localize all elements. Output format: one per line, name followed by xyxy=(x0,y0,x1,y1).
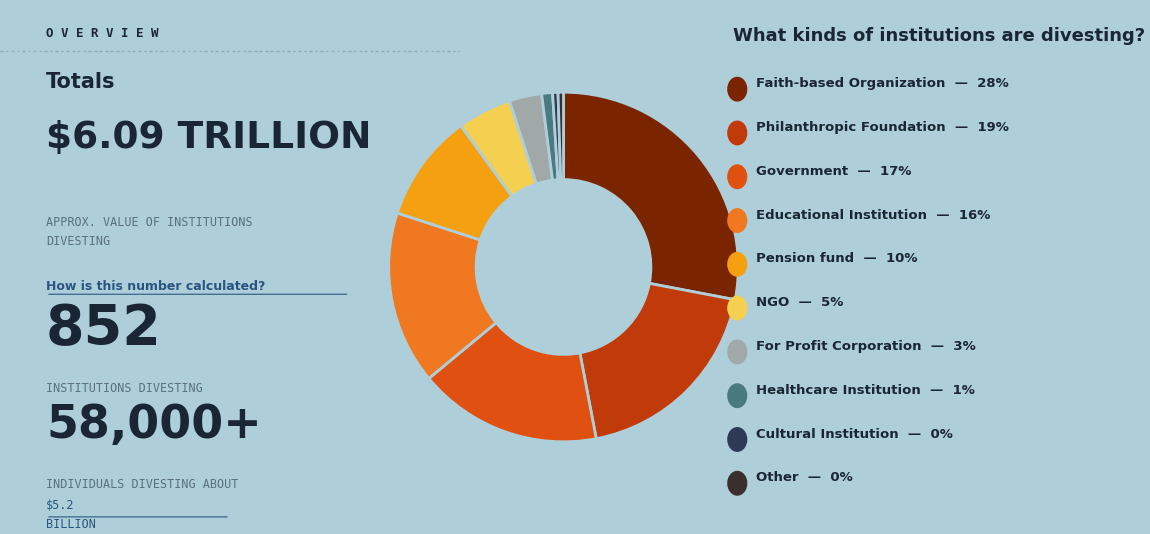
Text: Educational Institution  —  16%: Educational Institution — 16% xyxy=(757,209,991,222)
Wedge shape xyxy=(429,323,596,442)
Text: $5.2
BILLION: $5.2 BILLION xyxy=(46,499,95,531)
Circle shape xyxy=(728,428,746,451)
Wedge shape xyxy=(509,93,552,184)
Circle shape xyxy=(728,209,746,232)
Wedge shape xyxy=(580,284,735,439)
Circle shape xyxy=(728,165,746,189)
Text: 852: 852 xyxy=(46,302,162,356)
Text: Healthcare Institution  —  1%: Healthcare Institution — 1% xyxy=(757,384,975,397)
Text: For Profit Corporation  —  3%: For Profit Corporation — 3% xyxy=(757,340,976,353)
Text: Totals: Totals xyxy=(46,72,115,92)
Text: 58,000+: 58,000+ xyxy=(46,403,262,448)
Circle shape xyxy=(728,253,746,276)
Text: Pension fund  —  10%: Pension fund — 10% xyxy=(757,253,918,265)
Circle shape xyxy=(728,340,746,364)
Circle shape xyxy=(728,472,746,495)
Wedge shape xyxy=(389,213,496,379)
Text: O V E R V I E W: O V E R V I E W xyxy=(46,27,159,40)
Text: What kinds of institutions are divesting?: What kinds of institutions are divesting… xyxy=(733,27,1145,45)
Circle shape xyxy=(728,77,746,101)
Text: Faith-based Organization  —  28%: Faith-based Organization — 28% xyxy=(757,77,1010,90)
Text: INDIVIDUALS DIVESTING ABOUT: INDIVIDUALS DIVESTING ABOUT xyxy=(46,478,245,491)
Wedge shape xyxy=(552,92,561,180)
Circle shape xyxy=(728,384,746,407)
Text: Philanthropic Foundation  —  19%: Philanthropic Foundation — 19% xyxy=(757,121,1010,134)
Circle shape xyxy=(728,121,746,145)
Text: Government  —  17%: Government — 17% xyxy=(757,165,912,178)
Wedge shape xyxy=(542,92,558,180)
Wedge shape xyxy=(397,125,512,240)
Text: Cultural Institution  —  0%: Cultural Institution — 0% xyxy=(757,428,953,441)
Wedge shape xyxy=(558,92,564,179)
Wedge shape xyxy=(564,92,738,300)
Text: INSTITUTIONS DIVESTING: INSTITUTIONS DIVESTING xyxy=(46,382,202,395)
Text: How is this number calculated?: How is this number calculated? xyxy=(46,280,266,293)
Circle shape xyxy=(728,296,746,320)
Text: Other  —  0%: Other — 0% xyxy=(757,472,853,484)
Text: $6.09 TRILLION: $6.09 TRILLION xyxy=(46,120,371,156)
Text: NGO  —  5%: NGO — 5% xyxy=(757,296,844,309)
Text: APPROX. VALUE OF INSTITUTIONS
DIVESTING: APPROX. VALUE OF INSTITUTIONS DIVESTING xyxy=(46,216,253,248)
Wedge shape xyxy=(461,101,537,197)
